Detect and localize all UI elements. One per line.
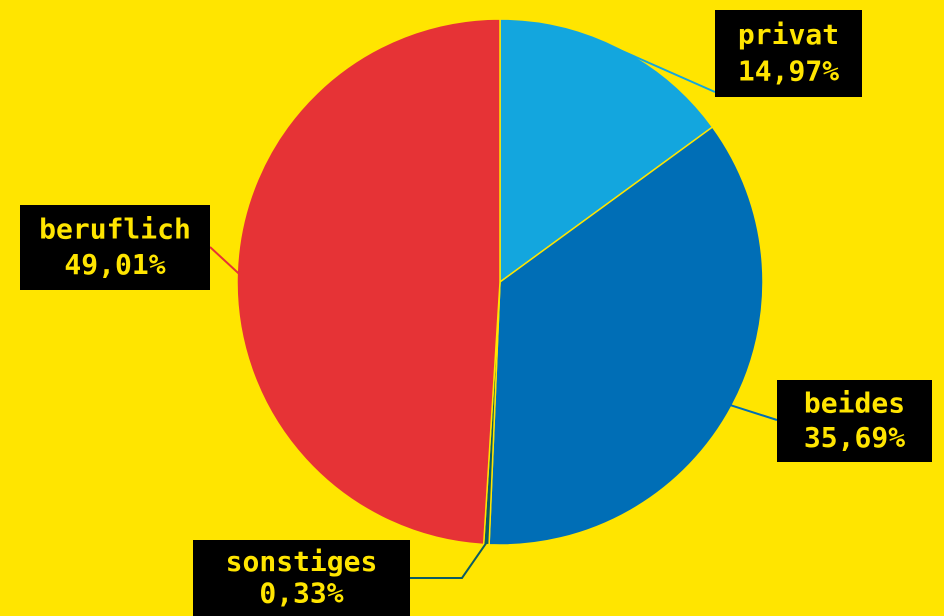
label-box <box>20 205 210 290</box>
slice-name: sonstiges <box>226 545 378 578</box>
label-box <box>193 540 410 616</box>
leader-line <box>729 404 778 421</box>
pie-slice <box>236 18 501 546</box>
slice-value: 35,69% <box>804 421 905 454</box>
slice-value: 14,97% <box>738 55 839 88</box>
leader-line <box>410 542 488 579</box>
slice-value: 0,33% <box>259 577 343 610</box>
slice-name: beides <box>804 387 905 420</box>
label-box <box>777 380 932 462</box>
pie-slice <box>499 18 714 284</box>
leader-line <box>209 246 240 275</box>
slice-name: beruflich <box>39 213 191 246</box>
label-box <box>715 10 862 97</box>
slice-name: privat <box>738 18 839 51</box>
leader-line <box>617 48 716 93</box>
slice-value: 49,01% <box>64 248 165 281</box>
